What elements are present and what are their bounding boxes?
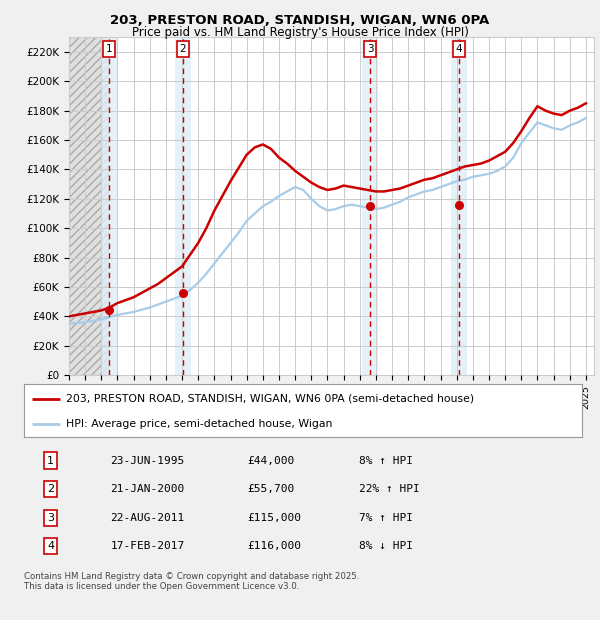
Text: 23-JUN-1995: 23-JUN-1995 — [110, 456, 185, 466]
Text: Contains HM Land Registry data © Crown copyright and database right 2025.
This d: Contains HM Land Registry data © Crown c… — [24, 572, 359, 591]
Bar — [451, 37, 467, 375]
Text: 22-AUG-2011: 22-AUG-2011 — [110, 513, 185, 523]
Text: 3: 3 — [47, 513, 54, 523]
Text: 2: 2 — [179, 44, 186, 54]
Text: £44,000: £44,000 — [247, 456, 295, 466]
Text: 4: 4 — [455, 44, 462, 54]
Text: HPI: Average price, semi-detached house, Wigan: HPI: Average price, semi-detached house,… — [66, 419, 332, 429]
Bar — [69, 37, 109, 375]
Text: 203, PRESTON ROAD, STANDISH, WIGAN, WN6 0PA: 203, PRESTON ROAD, STANDISH, WIGAN, WN6 … — [110, 14, 490, 27]
Text: 21-JAN-2000: 21-JAN-2000 — [110, 484, 185, 494]
Text: 22% ↑ HPI: 22% ↑ HPI — [359, 484, 419, 494]
Text: 1: 1 — [106, 44, 112, 54]
Text: 8% ↓ HPI: 8% ↓ HPI — [359, 541, 413, 551]
Text: £55,700: £55,700 — [247, 484, 295, 494]
Bar — [101, 37, 117, 375]
Text: 17-FEB-2017: 17-FEB-2017 — [110, 541, 185, 551]
Text: 1: 1 — [47, 456, 54, 466]
Text: £116,000: £116,000 — [247, 541, 301, 551]
Text: 8% ↑ HPI: 8% ↑ HPI — [359, 456, 413, 466]
Text: £115,000: £115,000 — [247, 513, 301, 523]
Text: 3: 3 — [367, 44, 373, 54]
Bar — [175, 37, 191, 375]
Text: 7% ↑ HPI: 7% ↑ HPI — [359, 513, 413, 523]
Text: 203, PRESTON ROAD, STANDISH, WIGAN, WN6 0PA (semi-detached house): 203, PRESTON ROAD, STANDISH, WIGAN, WN6 … — [66, 394, 474, 404]
Bar — [362, 37, 378, 375]
Text: Price paid vs. HM Land Registry's House Price Index (HPI): Price paid vs. HM Land Registry's House … — [131, 26, 469, 39]
Text: 2: 2 — [47, 484, 55, 494]
Text: 4: 4 — [47, 541, 55, 551]
